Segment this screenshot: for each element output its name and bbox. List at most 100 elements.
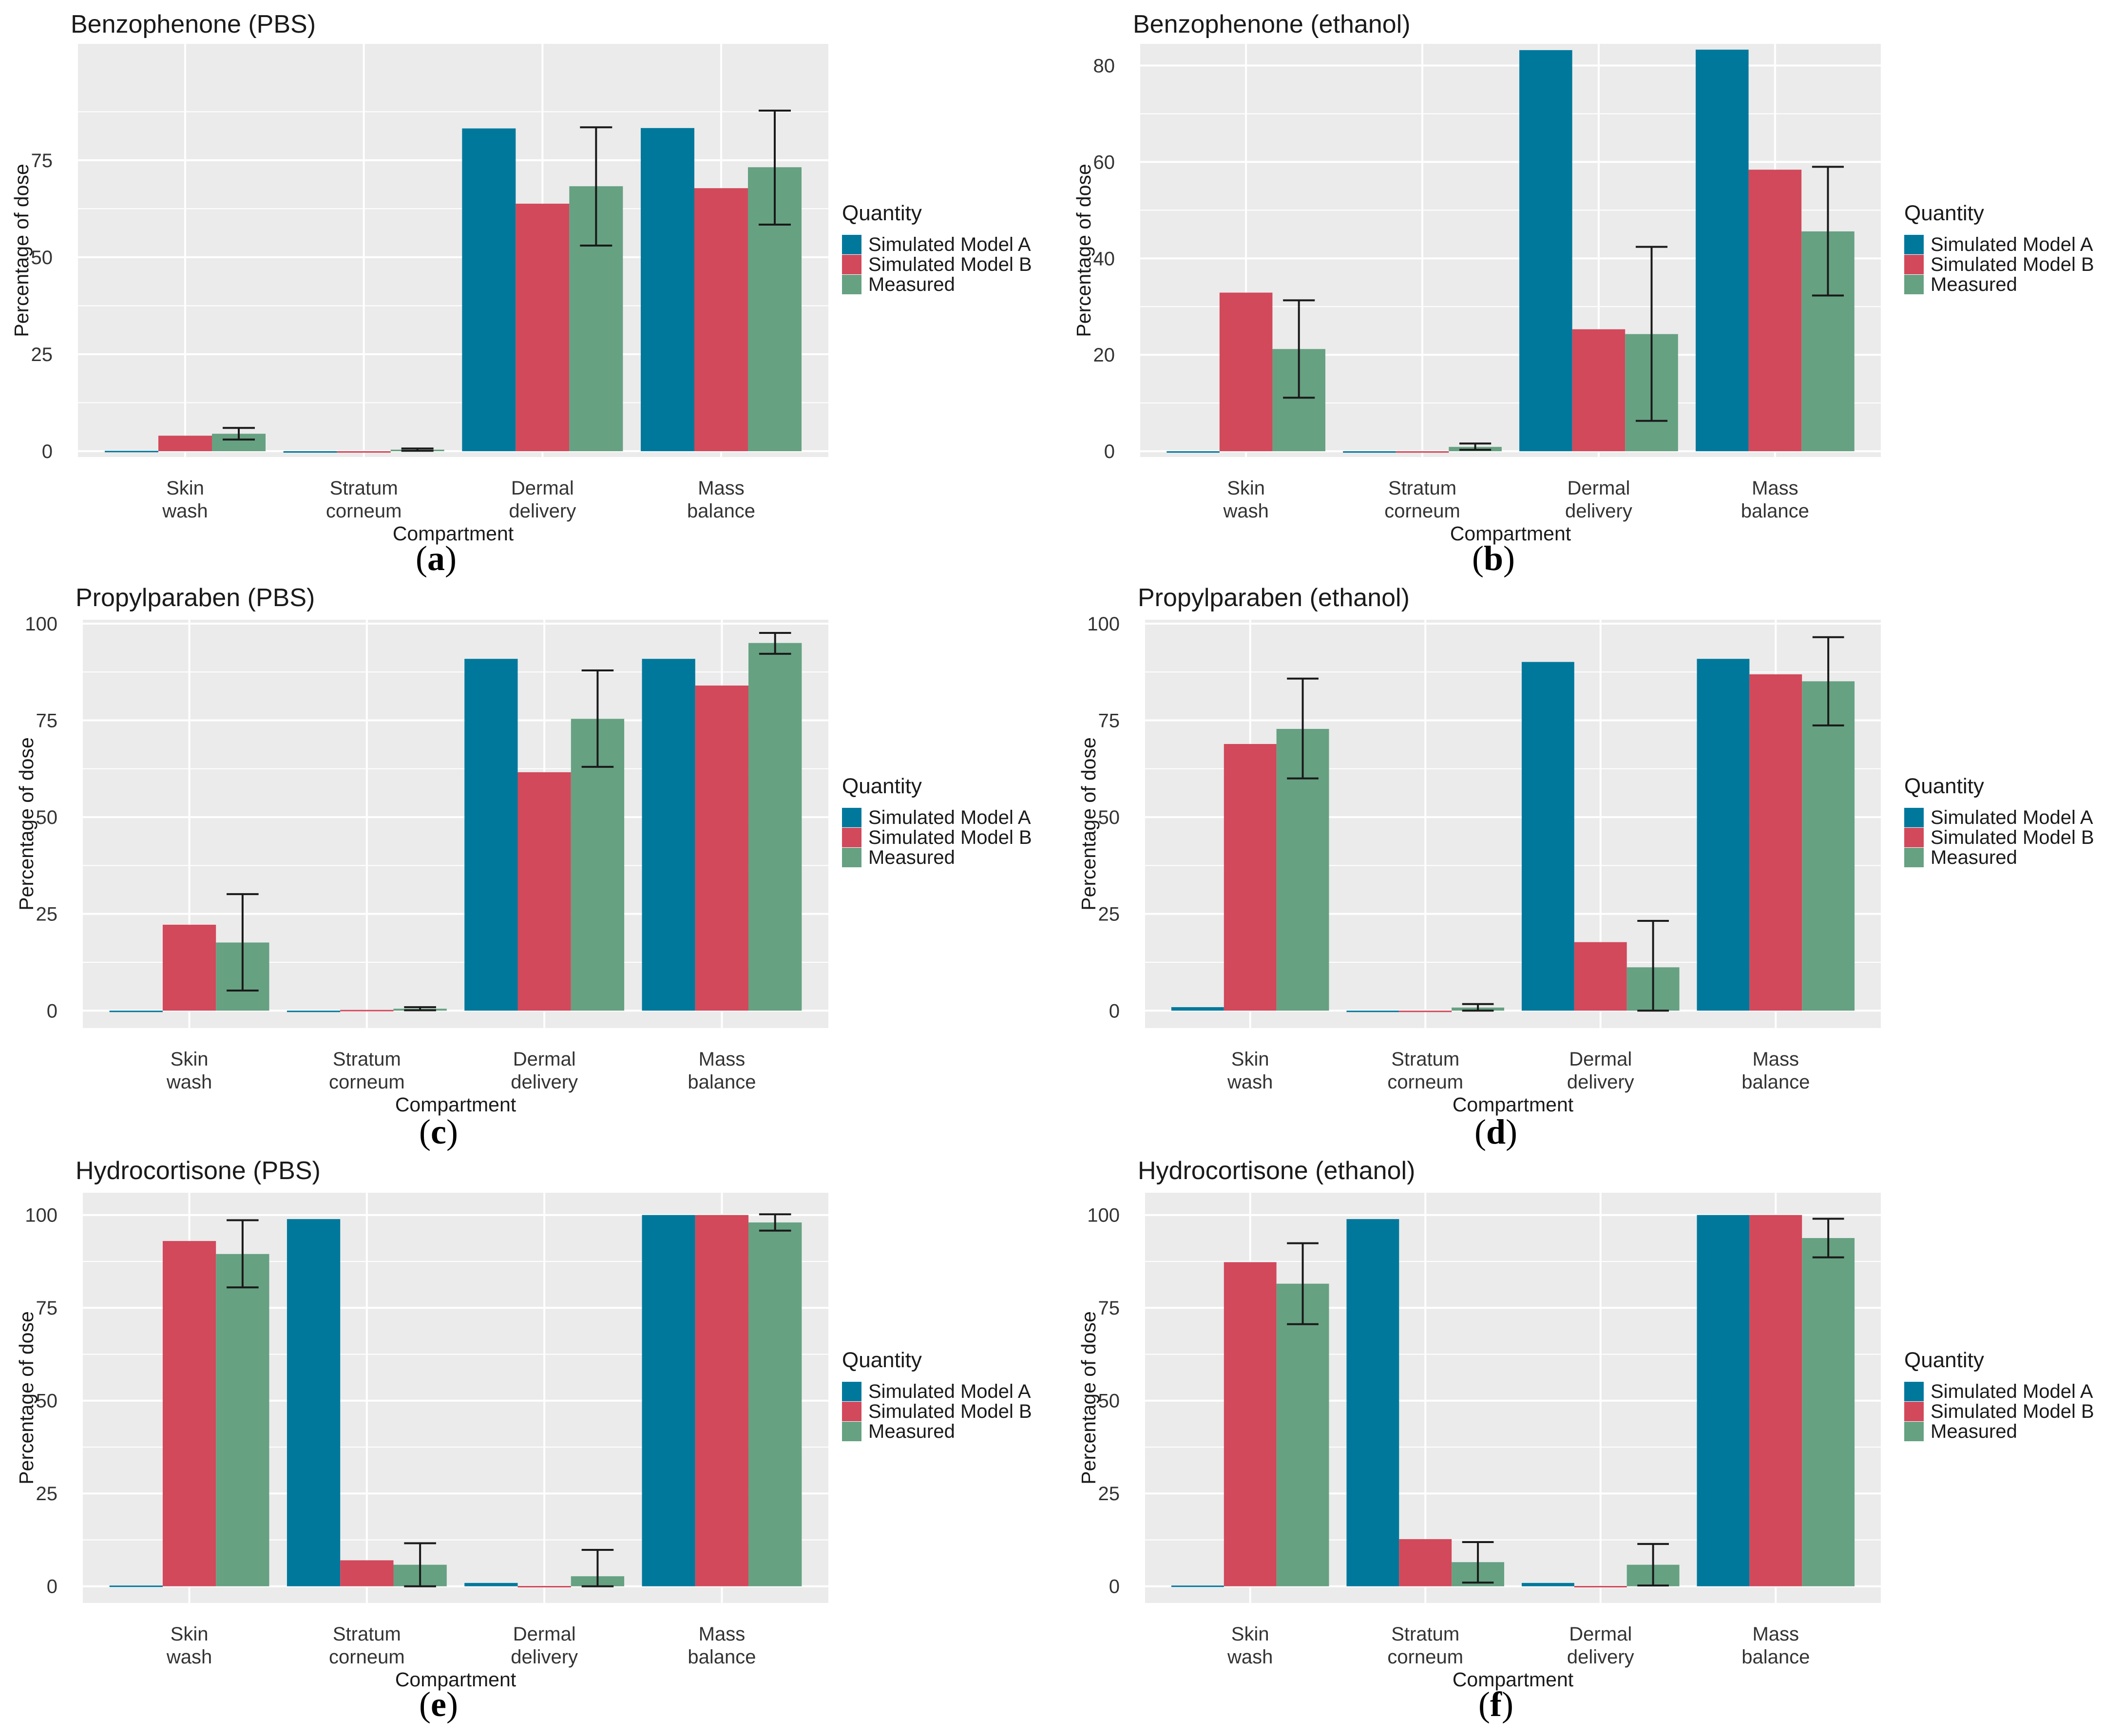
x-tick-label: delivery bbox=[1567, 1071, 1634, 1093]
bar-simulated-model-b bbox=[695, 1215, 749, 1586]
legend-key-2 bbox=[842, 828, 861, 847]
legend-title: Quantity bbox=[842, 774, 922, 798]
legend-key-2 bbox=[1904, 255, 1924, 274]
x-tick-label: Skin bbox=[166, 477, 204, 499]
y-tick-label: 100 bbox=[1087, 1205, 1120, 1226]
chart-title: Benzophenone (ethanol) bbox=[1133, 10, 1411, 38]
chart-title: Benzophenone (PBS) bbox=[71, 10, 316, 38]
x-tick-label: wash bbox=[166, 1071, 212, 1093]
bar-simulated-model-b bbox=[162, 1241, 216, 1586]
bar-simulated-model-b bbox=[1399, 1539, 1452, 1586]
legend-key-2 bbox=[1904, 1402, 1924, 1421]
panel-label-open: ( bbox=[1474, 1112, 1486, 1151]
y-tick-label: 100 bbox=[25, 613, 57, 635]
panel-label: (b) bbox=[1472, 539, 1515, 578]
y-tick-label: 50 bbox=[1098, 807, 1120, 828]
error-bar bbox=[1459, 442, 1492, 451]
error-bar bbox=[1462, 1541, 1494, 1584]
legend-label: Measured bbox=[868, 274, 955, 295]
panel-label-open: ( bbox=[416, 539, 427, 578]
x-tick-label: Skin bbox=[1231, 1049, 1269, 1070]
legend-key-2 bbox=[1904, 828, 1924, 847]
bar-simulated-model-a bbox=[1346, 1011, 1399, 1012]
x-axis-label: Compartment bbox=[395, 1668, 516, 1691]
bar-simulated-model-b bbox=[1396, 451, 1449, 453]
legend-label: Simulated Model A bbox=[1931, 1381, 2093, 1402]
legend-key-3 bbox=[1904, 275, 1924, 294]
y-tick-label: 25 bbox=[36, 904, 58, 925]
legend-label: Measured bbox=[868, 1421, 955, 1442]
x-tick-label: delivery bbox=[509, 500, 576, 522]
bar-simulated-model-b bbox=[1224, 1262, 1277, 1586]
error-bar bbox=[1635, 246, 1668, 422]
bar-simulated-model-a bbox=[1697, 1215, 1750, 1586]
bar-simulated-model-b bbox=[694, 188, 748, 452]
x-tick-label: balance bbox=[687, 500, 755, 522]
chart-panel-f: Hydrocortisone (ethanol) 0 25 50 75 100 Skinwa… bbox=[1077, 1157, 2094, 1724]
legend-title: Quantity bbox=[842, 1348, 922, 1372]
y-tick-label: 40 bbox=[1093, 248, 1115, 269]
error-bar bbox=[1812, 636, 1844, 726]
bar-simulated-model-a bbox=[1171, 1585, 1224, 1587]
chart-panel-d: Propylparaben (ethanol) 0 25 50 75 100 Skinwas… bbox=[1077, 584, 2094, 1151]
x-tick-label: Mass bbox=[699, 1623, 746, 1645]
x-tick-label: corneum bbox=[1387, 1646, 1463, 1668]
x-tick-label: Dermal bbox=[513, 1049, 576, 1070]
legend-key-1 bbox=[842, 1382, 861, 1401]
y-axis-label: Percentage of dose bbox=[15, 1311, 38, 1485]
bar-simulated-model-b bbox=[516, 204, 570, 452]
legend-key-3 bbox=[842, 275, 861, 294]
error-bar bbox=[581, 1549, 614, 1587]
y-tick-label: 100 bbox=[25, 1205, 57, 1226]
bar-simulated-model-b bbox=[158, 436, 212, 452]
bar-simulated-model-a bbox=[1521, 1583, 1574, 1586]
error-bar bbox=[759, 1213, 791, 1232]
x-tick-label: corneum bbox=[326, 500, 402, 522]
x-tick-label: Dermal bbox=[513, 1623, 576, 1645]
bar-simulated-model-a bbox=[1343, 451, 1396, 453]
error-bar bbox=[1812, 1218, 1844, 1259]
y-tick-label: 50 bbox=[36, 807, 58, 828]
x-tick-label: delivery bbox=[1567, 1646, 1634, 1668]
legend-label: Simulated Model B bbox=[1931, 254, 2094, 275]
bar-simulated-model-b bbox=[337, 451, 391, 453]
bar-simulated-model-a bbox=[283, 451, 337, 453]
panel-label: (a) bbox=[416, 539, 457, 578]
bar-simulated-model-a bbox=[105, 451, 158, 453]
legend-key-3 bbox=[842, 848, 861, 867]
error-bar bbox=[227, 893, 259, 992]
panel-label-open: ( bbox=[419, 1112, 431, 1151]
x-tick-label: corneum bbox=[329, 1071, 405, 1093]
legend-label: Simulated Model A bbox=[868, 234, 1031, 255]
legend-label: Simulated Model B bbox=[1931, 827, 2094, 848]
bar-simulated-model-b bbox=[162, 924, 216, 1011]
error-bar bbox=[1283, 299, 1315, 399]
y-tick-label: 60 bbox=[1093, 152, 1115, 173]
bar-measured bbox=[748, 1222, 802, 1586]
bar-simulated-model-a bbox=[109, 1011, 163, 1012]
chart-title: Propylparaben (PBS) bbox=[76, 584, 315, 612]
panel-label: (f) bbox=[1478, 1685, 1513, 1724]
y-tick-label: 75 bbox=[36, 710, 58, 732]
x-tick-label: Mass bbox=[1752, 1049, 1799, 1070]
y-tick-label: 25 bbox=[1098, 904, 1120, 925]
y-tick-label: 0 bbox=[42, 441, 53, 462]
legend-title: Quantity bbox=[1904, 1348, 1984, 1372]
panel-label: (c) bbox=[419, 1112, 458, 1151]
y-tick-label: 50 bbox=[1098, 1391, 1120, 1412]
bar-simulated-model-a bbox=[1171, 1007, 1224, 1011]
error-bar bbox=[404, 1542, 436, 1587]
x-tick-label: balance bbox=[1741, 500, 1809, 522]
bar-simulated-model-b bbox=[517, 772, 571, 1011]
error-bar bbox=[223, 427, 255, 441]
bar-simulated-model-b bbox=[1399, 1011, 1452, 1012]
x-tick-label: Skin bbox=[1227, 477, 1265, 499]
y-axis-label: Percentage of dose bbox=[10, 164, 33, 337]
x-tick-label: wash bbox=[162, 500, 208, 522]
x-tick-label: wash bbox=[1223, 500, 1268, 522]
